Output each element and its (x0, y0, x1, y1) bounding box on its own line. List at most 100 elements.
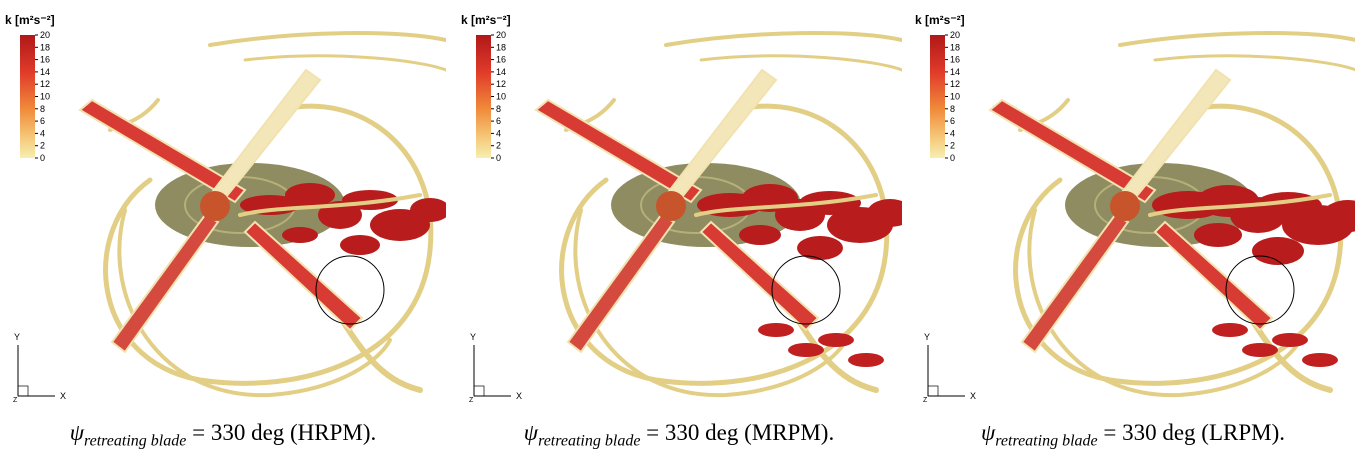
caption: ψretreating blade = 330 deg (MRPM). (456, 420, 902, 451)
colorbar-label: 8 (950, 104, 955, 114)
legend-title: k [m²s⁻²] (5, 13, 55, 27)
wake-blob (1194, 223, 1242, 247)
wake-blob (818, 333, 854, 347)
caption-text: = 330 deg (MRPM). (646, 420, 835, 445)
legend-title: k [m²s⁻²] (461, 13, 511, 27)
wake-blob (285, 183, 335, 207)
vortex-tube (1148, 193, 1332, 217)
hub (200, 191, 230, 221)
colorbar-label: 0 (40, 153, 45, 163)
wake-blob (1322, 200, 1355, 232)
wake-blob (867, 199, 902, 227)
wake-blob (1272, 333, 1308, 347)
blade (566, 213, 676, 354)
blade (988, 98, 1157, 204)
caption-subscript: retreating blade (83, 432, 187, 450)
vortex-tube (208, 31, 446, 47)
axis-label: Y (14, 332, 20, 342)
vortex-tube (664, 31, 902, 47)
vortex-tube (103, 103, 434, 386)
caption: ψretreating blade = 330 deg (HRPM). (0, 420, 446, 451)
caption-text: = 330 deg (LRPM). (1103, 420, 1286, 445)
caption-subscript: retreating blade (995, 432, 1098, 450)
colorbar-label: 18 (496, 42, 506, 52)
colorbar-label: 20 (950, 30, 960, 40)
colorbar-label: 14 (40, 67, 50, 77)
blade (1020, 213, 1130, 354)
wake-blob (739, 225, 781, 245)
axis-label: Y (924, 332, 930, 342)
colorbar-label: 4 (40, 128, 45, 138)
highlight-circle (1225, 255, 1295, 325)
vortex-tube (573, 208, 848, 398)
vortex-tube (559, 103, 890, 386)
axis-label: Z (923, 397, 928, 404)
colorbar (930, 35, 945, 158)
axis-label: Y (470, 332, 476, 342)
wake-blob (1302, 353, 1338, 367)
colorbar-label: 6 (950, 116, 955, 126)
colorbar-label: 6 (496, 116, 501, 126)
colorbar-label: 14 (950, 67, 960, 77)
legend-title: k [m²s⁻²] (915, 13, 965, 27)
caption: ψretreating blade = 330 deg (LRPM). (910, 420, 1355, 451)
axis-z (927, 385, 939, 397)
axis-label: X (516, 391, 522, 401)
panel: k [m²s⁻²] 20 18 16 14 12 10 8 6 4 2 0 Y X Z (0, 0, 446, 410)
axis-label: Z (469, 397, 474, 404)
colorbar-label: 6 (40, 116, 45, 126)
colorbar (476, 35, 491, 158)
vortex-tube (1118, 31, 1355, 47)
panel: k [m²s⁻²] 20 18 16 14 12 10 8 6 4 2 0 Y X Z (456, 0, 902, 410)
wake-blob (758, 323, 794, 337)
blade (110, 213, 220, 354)
panel: k [m²s⁻²] 20 18 16 14 12 10 8 6 4 2 0 Y X Z (910, 0, 1355, 410)
colorbar-label: 14 (496, 67, 506, 77)
colorbar-label: 12 (40, 79, 50, 89)
caption-symbol: ψ (980, 420, 996, 445)
colorbar-label: 16 (40, 55, 50, 65)
vortex-tube (1027, 208, 1302, 398)
vortex-tube (694, 193, 878, 217)
highlight-circle (315, 255, 385, 325)
wake-blob (1242, 343, 1278, 357)
axis-label: X (970, 391, 976, 401)
colorbar-label: 10 (950, 92, 960, 102)
blade (699, 220, 820, 332)
wake-blob (282, 227, 318, 243)
wake-blob (340, 235, 380, 255)
wake-blob (410, 198, 446, 222)
colorbar-label: 4 (496, 128, 501, 138)
colorbar-label: 16 (950, 55, 960, 65)
colorbar-label: 16 (496, 55, 506, 65)
hub (1110, 191, 1140, 221)
wake-blob (1252, 237, 1304, 265)
colorbar (20, 35, 35, 158)
wake-blob (797, 236, 843, 260)
axis-label: Z (13, 397, 18, 404)
colorbar-label: 8 (496, 104, 501, 114)
colorbar-label: 0 (950, 153, 955, 163)
caption-subscript: retreating blade (538, 432, 641, 450)
colorbar-label: 2 (496, 141, 501, 151)
vortex-tube (238, 193, 422, 217)
colorbar-label: 2 (950, 141, 955, 151)
wake-blob (848, 353, 884, 367)
axis-z (473, 385, 485, 397)
vortex-tube (117, 208, 392, 398)
colorbar-label: 4 (950, 128, 955, 138)
caption-text: = 330 deg (HRPM). (192, 420, 377, 445)
colorbar-label: 0 (496, 153, 501, 163)
colorbar-label: 10 (40, 92, 50, 102)
vortex-tube (243, 54, 446, 72)
colorbar-label: 18 (950, 42, 960, 52)
vortex-tube (699, 54, 902, 72)
colorbar-label: 20 (496, 30, 506, 40)
blade (1153, 220, 1274, 332)
vortex-tube (1013, 103, 1344, 386)
caption-symbol: ψ (69, 420, 84, 445)
